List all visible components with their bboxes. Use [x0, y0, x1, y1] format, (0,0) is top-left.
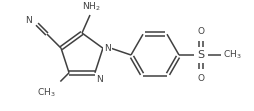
Text: O: O	[197, 74, 204, 83]
Text: CH$_3$: CH$_3$	[222, 49, 241, 61]
Text: O: O	[197, 27, 204, 36]
Text: CH$_3$: CH$_3$	[37, 87, 55, 99]
Text: N: N	[104, 44, 110, 53]
Text: N: N	[25, 16, 32, 25]
Text: N: N	[96, 75, 102, 84]
Text: NH$_2$: NH$_2$	[81, 1, 100, 13]
Text: S: S	[197, 50, 204, 60]
